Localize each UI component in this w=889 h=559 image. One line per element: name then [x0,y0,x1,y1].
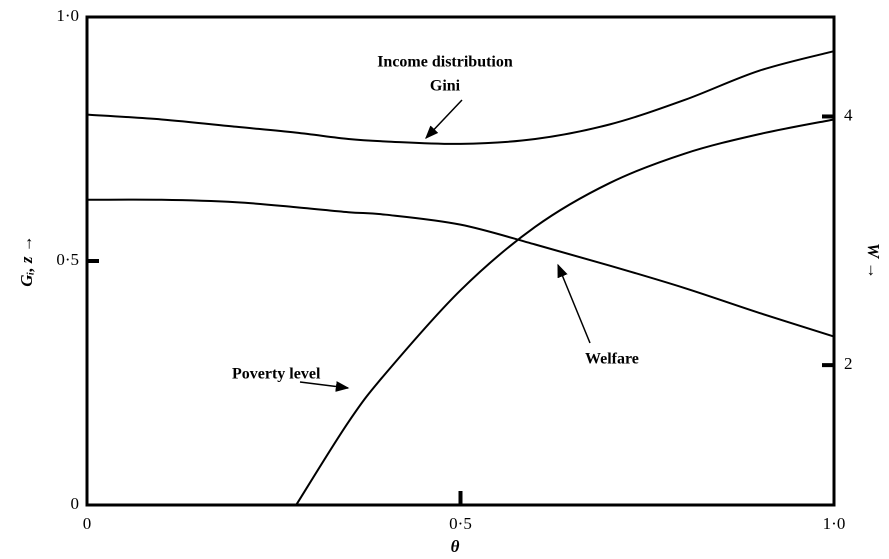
x-tick-label: 0·5 [449,514,472,533]
annotation: Poverty level [232,366,321,383]
line-series [86,50,835,145]
annotation: Welfare [585,351,639,368]
annotation: Gini [430,78,461,95]
x-tick-label: 1·0 [823,514,846,533]
y-axis-label: Gᵢ, z → [17,235,36,287]
annotation-arrow [425,99,463,139]
y2-axis-label: W → [864,243,883,279]
x-tick-label: 0 [83,514,92,533]
y-tick-label: 0 [71,494,80,513]
plot-frame [85,15,836,507]
annotation: Income distribution [377,54,513,71]
annotation-arrow [557,263,591,344]
line-series [86,198,835,338]
annotation-arrow [299,381,350,392]
y2-tick-label: 4 [844,105,853,124]
y-tick-label: 1·0 [56,6,79,25]
y-tick-label: 0·5 [56,250,79,269]
x-axis-label: θ [451,537,460,556]
y2-tick-label: 2 [844,354,853,373]
line-series [295,118,835,506]
